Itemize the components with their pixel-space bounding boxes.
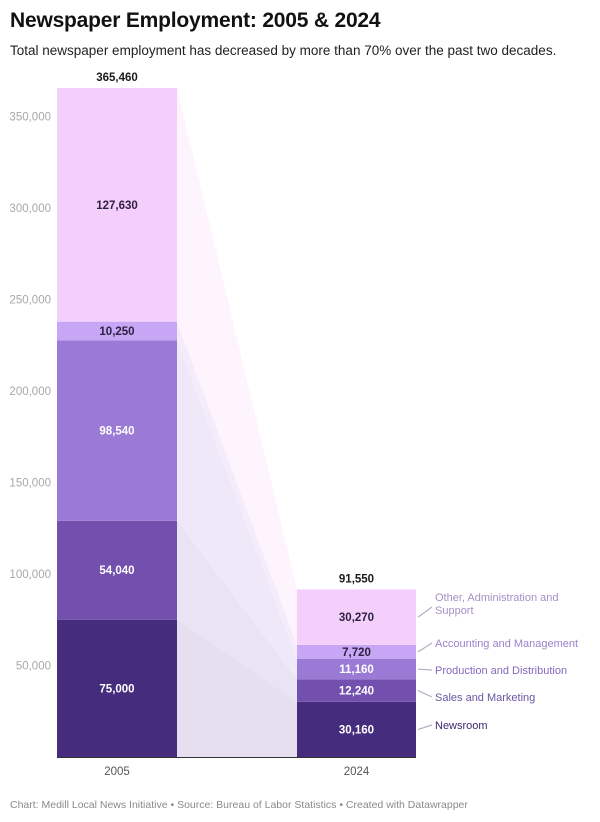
legend-label-other-administration-and-support: Other, Administration and — [435, 592, 559, 604]
total-label-2024: 91,550 — [339, 573, 374, 585]
y-tick-label: 100,000 — [9, 569, 51, 581]
bar-segment-2024-0 — [297, 701, 416, 757]
bar-segment-2005-4 — [57, 88, 177, 322]
bar-segment-2005-2 — [57, 340, 177, 521]
segment-value-label: 98,540 — [99, 426, 134, 438]
segment-value-label: 30,160 — [339, 724, 374, 736]
segment-value-label: 75,000 — [99, 683, 134, 695]
legend-label-other-administration-and-support: Support — [435, 605, 474, 617]
legend-connector-line — [417, 606, 433, 618]
y-tick-label: 50,000 — [16, 660, 51, 672]
segment-value-label: 54,040 — [99, 565, 134, 577]
chart-title: Newspaper Employment: 2005 & 2024 — [10, 9, 381, 32]
segment-value-label: 10,250 — [99, 326, 134, 338]
legend-label-accounting-and-management: Accounting and Management — [435, 638, 578, 650]
bar-segment-2024-4 — [297, 589, 416, 645]
chart-footer: Chart: Medill Local News Initiative • So… — [10, 799, 468, 811]
bar-segment-2005-1 — [57, 520, 177, 620]
legend-connector-line — [417, 668, 433, 671]
bar-segment-2005-3 — [57, 321, 177, 341]
connector-band-accounting-and-management — [177, 321, 297, 659]
x-axis-label-2024: 2024 — [344, 766, 370, 778]
y-tick-label: 300,000 — [9, 203, 51, 215]
connector-band-sales-and-marketing — [177, 520, 297, 702]
legend-connector-line — [417, 724, 433, 730]
legend-label-production-and-distribution: Production and Distribution — [435, 665, 567, 677]
legend-label-sales-and-marketing: Sales and Marketing — [435, 692, 535, 704]
legend-label-newsroom: Newsroom — [435, 720, 488, 732]
segment-value-label: 127,630 — [96, 200, 138, 212]
bar-segment-2005-0 — [57, 619, 177, 757]
x-axis-label-2005: 2005 — [104, 766, 130, 778]
bar-segment-2024-3 — [297, 644, 416, 659]
y-tick-label: 200,000 — [9, 386, 51, 398]
y-tick-label: 150,000 — [9, 477, 51, 489]
y-tick-label: 250,000 — [9, 294, 51, 306]
y-tick-label: 350,000 — [9, 111, 51, 123]
connector-band-production-and-distribution — [177, 340, 297, 680]
total-label-2005: 365,460 — [96, 72, 138, 84]
connector-band-other-administration-and-support — [177, 88, 297, 645]
segment-value-label: 11,160 — [339, 664, 374, 676]
segment-value-label: 30,270 — [339, 612, 374, 624]
bar-segment-2024-2 — [297, 658, 416, 680]
segment-value-label: 12,240 — [339, 686, 374, 698]
legend-connector-line — [417, 690, 433, 698]
legend-connector-line — [417, 642, 433, 653]
connector-band-newsroom — [177, 619, 297, 757]
bar-segment-2024-1 — [297, 679, 416, 702]
segment-value-label: 7,720 — [342, 647, 371, 659]
chart-subtitle: Total newspaper employment has decreased… — [10, 43, 557, 58]
